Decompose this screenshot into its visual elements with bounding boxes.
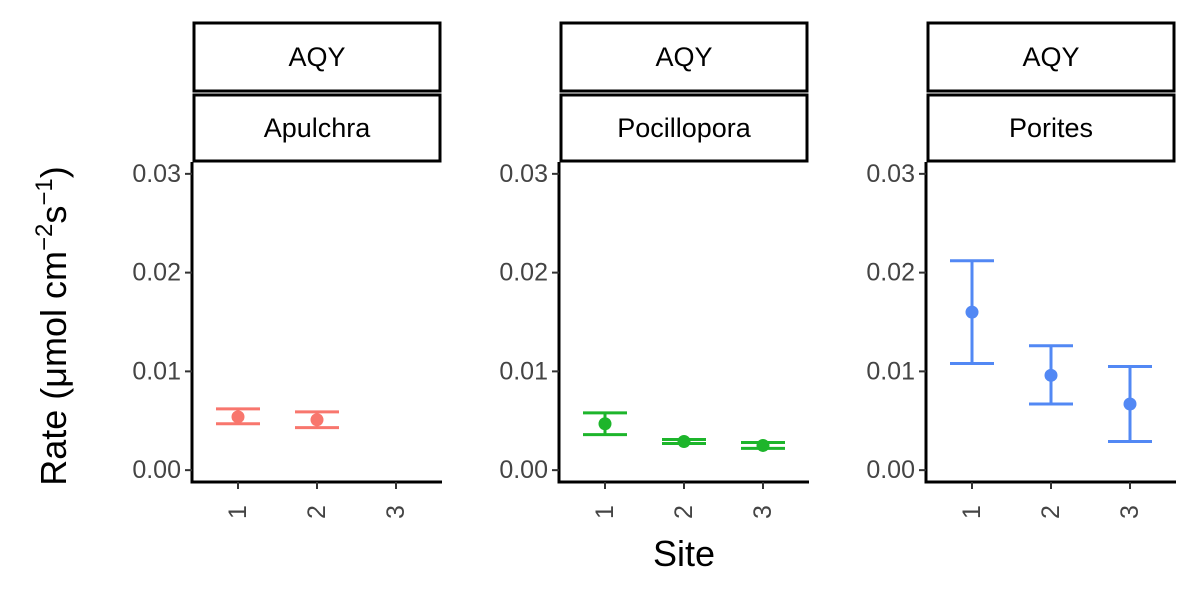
y-tick-label: 0.00 [866,456,915,484]
strip-top-box [926,21,1176,93]
strip-top-box [192,21,442,93]
y-tick-label: 0.02 [132,259,181,287]
y-tick-label: 0.01 [132,357,181,385]
data-point [598,417,612,431]
y-axis-title-unit-b: s [33,206,74,224]
x-tick-label: 1 [591,505,619,519]
strip-bottom-label: Pocillopora [617,113,752,143]
y-axis-title: Rate (μmol cm−2s−1) [31,166,74,486]
strip-bottom-label: Apulchra [264,113,372,143]
y-tick-label: 0.03 [132,160,181,188]
y-tick-label: 0.02 [499,259,548,287]
y-tick-label: 0.01 [499,357,548,385]
y-axis-title-prefix: Rate ( [33,388,74,486]
strip-top-box [559,21,809,93]
data-point [756,438,770,452]
data-point [677,435,691,449]
y-tick-label: 0.03 [499,160,548,188]
y-tick-label: 0.00 [132,456,181,484]
strip-top-label: AQY [1022,42,1079,72]
data-point [1044,368,1058,382]
y-axis-title-exp-b: −1 [31,178,58,205]
y-tick-label: 0.02 [866,259,915,287]
x-tick-label: 3 [1116,505,1144,519]
y-tick-label: 0.03 [866,160,915,188]
x-axis-title: Site [653,533,715,574]
y-axis-title-mu: μ [33,367,74,388]
y-axis-title-exp-a: −2 [31,224,58,251]
x-tick-label: 2 [1037,505,1065,519]
strip-bottom-box [192,93,442,163]
data-point [231,410,245,424]
y-tick-label: 0.01 [866,357,915,385]
y-axis-title-suffix: ) [33,166,74,178]
strip-bottom-box [559,93,809,163]
data-point [1123,397,1137,411]
x-tick-label: 1 [958,505,986,519]
strip-top-label: AQY [288,42,345,72]
data-point [310,413,324,427]
y-tick-label: 0.00 [499,456,548,484]
x-tick-label: 3 [382,505,410,519]
x-tick-label: 2 [670,505,698,519]
x-tick-label: 3 [749,505,777,519]
strip-bottom-box [926,93,1176,163]
strip-top-label: AQY [655,42,712,72]
data-point [965,305,979,319]
y-axis-title-unit-a: mol cm [33,251,74,367]
strip-bottom-label: Porites [1009,113,1093,143]
x-tick-label: 1 [224,505,252,519]
x-tick-label: 2 [303,505,331,519]
